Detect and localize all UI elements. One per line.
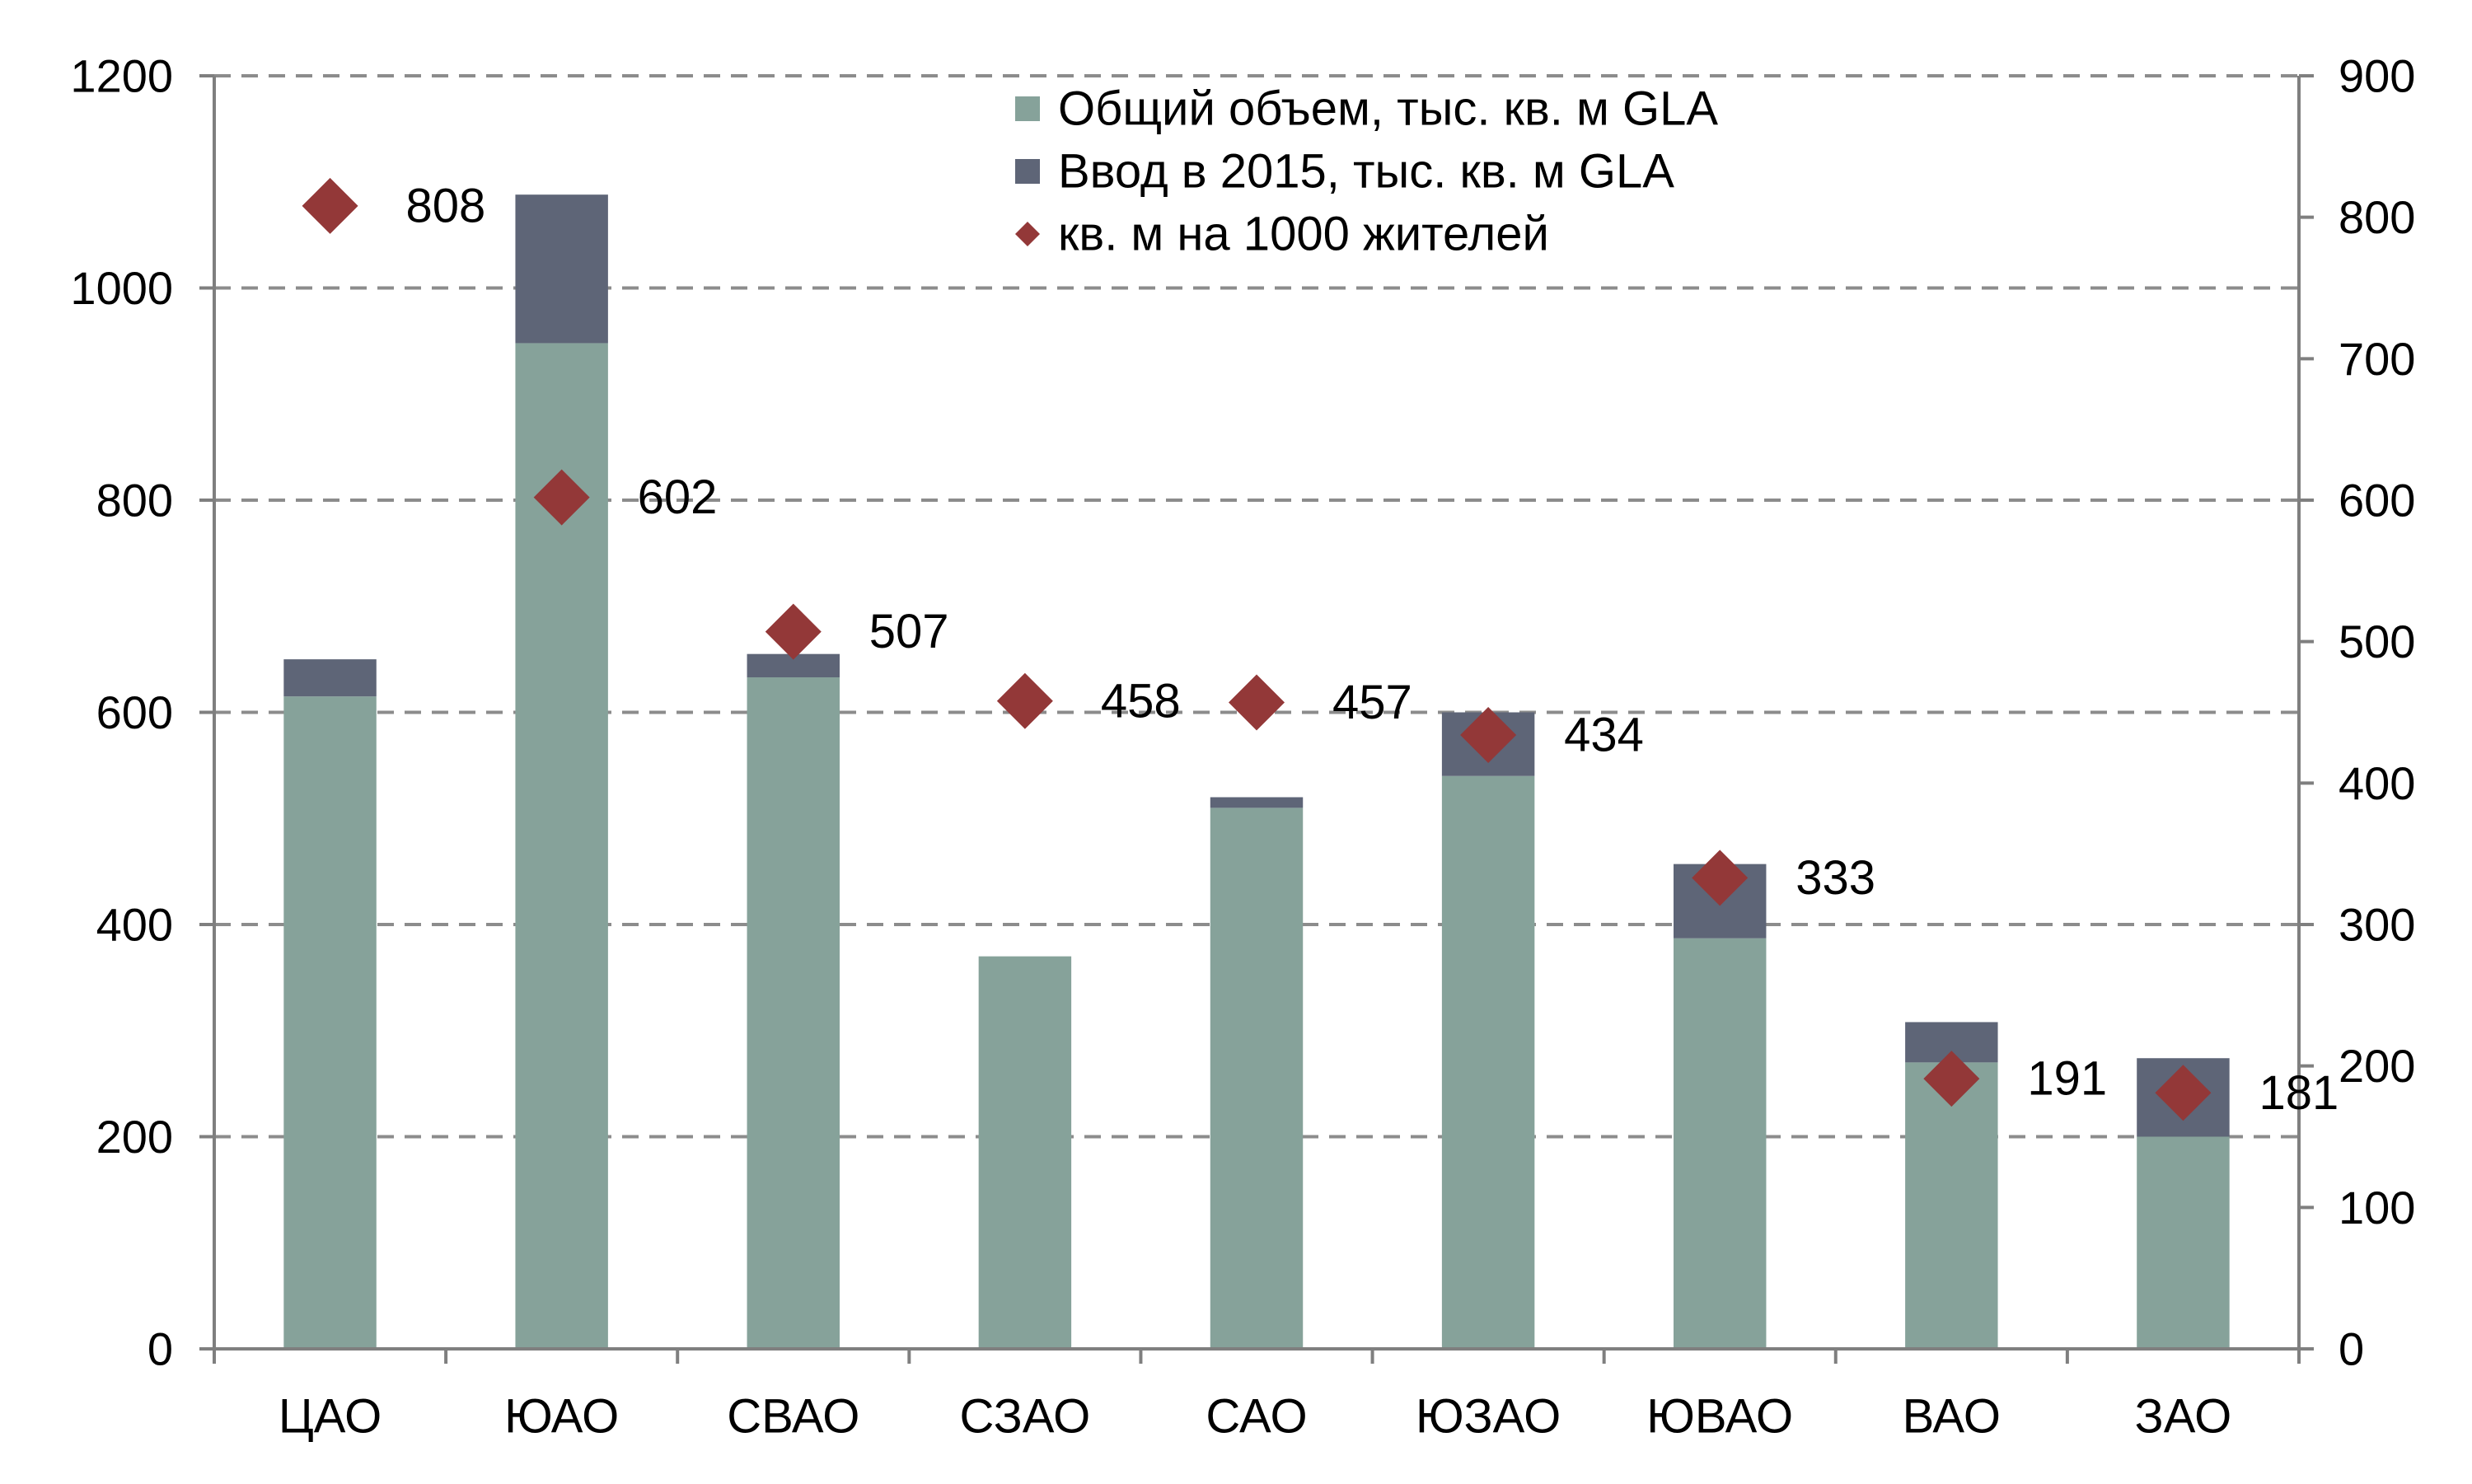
bar-new-supply-2015: [1210, 797, 1304, 808]
bar-total-volume: [2137, 1136, 2230, 1349]
data-label: 507: [869, 605, 949, 658]
x-axis-category-label: ЮВАО: [1646, 1390, 1793, 1444]
bar-new-supply-2015: [283, 659, 377, 697]
legend-label: Ввод в 2015, тыс. кв. м GLA: [1058, 145, 1674, 199]
y-axis-left-tick-label: 800: [96, 475, 173, 527]
diamond-marker: [2155, 1065, 2212, 1121]
bar-new-supply-2015: [515, 194, 608, 344]
data-label: 181: [2259, 1066, 2339, 1120]
legend-marker-square: [1015, 159, 1040, 184]
y-axis-right-tick-label: 800: [2339, 191, 2415, 243]
data-label: 457: [1332, 676, 1412, 729]
diamond-marker: [1229, 674, 1285, 731]
data-label: 602: [638, 470, 718, 524]
y-axis-right-tick-label: 900: [2339, 50, 2415, 102]
x-axis-categories: ЦАО ЮАО СВАО СЗАО САО ЮЗАО ЮВАО ВАО ЗАО: [279, 1390, 2231, 1444]
diamond-marker: [996, 672, 1053, 729]
y-axis-right-tick-label: 400: [2339, 757, 2415, 809]
data-label: 333: [1795, 851, 1875, 905]
bar-total-volume: [1210, 808, 1304, 1349]
legend-marker-square: [1015, 96, 1040, 121]
bar-total-volume: [747, 677, 840, 1349]
data-label: 458: [1101, 674, 1181, 728]
bar-total-volume: [283, 696, 377, 1349]
y-axis-right-tick-label: 100: [2339, 1182, 2415, 1234]
bar-total-volume: [1905, 1062, 1998, 1349]
diamond-marker: [765, 603, 822, 660]
legend: Общий объем, тыс. кв. м GLA Ввод в 2015, …: [1015, 82, 1718, 261]
y-axis-left-tick-label: 0: [147, 1323, 173, 1375]
diamond-marker: [1460, 706, 1517, 763]
x-axis-category-label: ЮАО: [504, 1390, 619, 1444]
bar-series: [283, 194, 2230, 1350]
bar-total-volume: [978, 956, 1072, 1349]
y-axis-left-tick-label: 600: [96, 686, 173, 738]
y-axis-right-tick-label: 700: [2339, 333, 2415, 385]
data-label: 434: [1564, 708, 1644, 761]
legend-label: Общий объем, тыс. кв. м GLA: [1058, 82, 1718, 136]
legend-marker-diamond: [1015, 222, 1040, 246]
data-label: 191: [2027, 1052, 2107, 1106]
y-axis-left-tick-label: 200: [96, 1111, 173, 1163]
y-axis-right-tick-label: 500: [2339, 616, 2415, 667]
bar-total-volume: [1441, 775, 1535, 1349]
x-axis-category-label: СЗАО: [959, 1390, 1090, 1444]
diamond-marker: [1923, 1051, 1980, 1107]
x-axis-category-label: ЦАО: [279, 1390, 382, 1444]
diamond-series: 808 602 507 458 457 434 333 191 181: [302, 177, 2339, 1121]
y-axis-left-ticks: 0 200 400 600 800 1000 1200: [70, 50, 214, 1375]
x-axis-category-label: ЗАО: [2135, 1390, 2232, 1444]
y-axis-left-tick-label: 1000: [70, 262, 173, 314]
legend-label: кв. м на 1000 жителей: [1058, 208, 1549, 261]
y-axis-right-tick-label: 600: [2339, 475, 2415, 527]
y-axis-right-tick-label: 200: [2339, 1040, 2415, 1092]
bar-total-volume: [1674, 938, 1767, 1349]
y-axis-right-tick-label: 0: [2339, 1323, 2364, 1375]
y-axis-left-tick-label: 1200: [70, 50, 173, 102]
diamond-marker: [1692, 850, 1749, 906]
y-axis-left-tick-label: 400: [96, 899, 173, 951]
x-axis-category-label: САО: [1206, 1390, 1307, 1444]
x-axis-category-label: ВАО: [1903, 1390, 2001, 1444]
y-axis-right-tick-label: 300: [2339, 899, 2415, 951]
x-axis-category-label: СВАО: [727, 1390, 859, 1444]
data-label: 808: [406, 179, 486, 232]
diamond-marker: [302, 177, 358, 234]
x-axis-category-label: ЮЗАО: [1416, 1390, 1561, 1444]
diamond-marker: [533, 469, 590, 526]
y-axis-right-ticks: 0 100 200 300 400 500 600 700 800 900: [2299, 50, 2415, 1375]
